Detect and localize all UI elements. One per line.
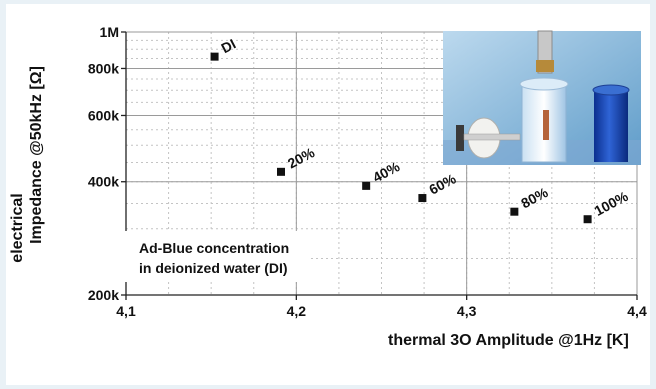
x-axis-title: thermal 3O Amplitude @1Hz [K] <box>388 332 629 349</box>
x-tick-label: 4,1 <box>116 303 136 319</box>
sensor-strip <box>463 133 521 141</box>
blue-vial <box>594 92 628 162</box>
data-point <box>277 167 286 176</box>
x-tick-label: 4,4 <box>627 303 647 319</box>
annotation-box: Ad-Blue concentration in deionized water… <box>125 231 308 282</box>
y-tick-label: 1M <box>100 24 119 40</box>
y-axis-title-line-2: Impedance @50kHz [Ω] <box>28 66 45 244</box>
sensor-element <box>543 110 549 140</box>
blue-vial-rim <box>592 84 630 96</box>
y-axis-title-line-1: electrical <box>9 193 26 262</box>
y-tick-label: 200k <box>88 287 119 303</box>
y-tick-label: 400k <box>88 174 119 190</box>
inset-photo <box>443 30 641 165</box>
x-tick-label: 4,3 <box>457 303 477 319</box>
data-point <box>210 52 219 61</box>
annotation-line-1: Ad-Blue concentration <box>139 240 289 256</box>
data-point <box>583 215 592 224</box>
annotation-line-2: in deionized water (DI) <box>139 260 288 276</box>
y-tick-label: 600k <box>88 107 119 123</box>
annotation-background <box>125 231 308 282</box>
x-tick-label: 4,2 <box>287 303 307 319</box>
sensor-probe-tip <box>536 60 554 72</box>
data-point <box>418 194 427 203</box>
sensor-connector <box>456 125 464 151</box>
data-point <box>510 207 519 216</box>
axes: 4,1 4,2 4,3 4,4 200k 400k 600k 800k 1M <box>88 24 647 319</box>
clear-vial-rim <box>519 77 569 91</box>
y-tick-label: 800k <box>88 60 119 76</box>
data-point <box>362 181 371 190</box>
data-point-label: DI <box>218 36 238 57</box>
